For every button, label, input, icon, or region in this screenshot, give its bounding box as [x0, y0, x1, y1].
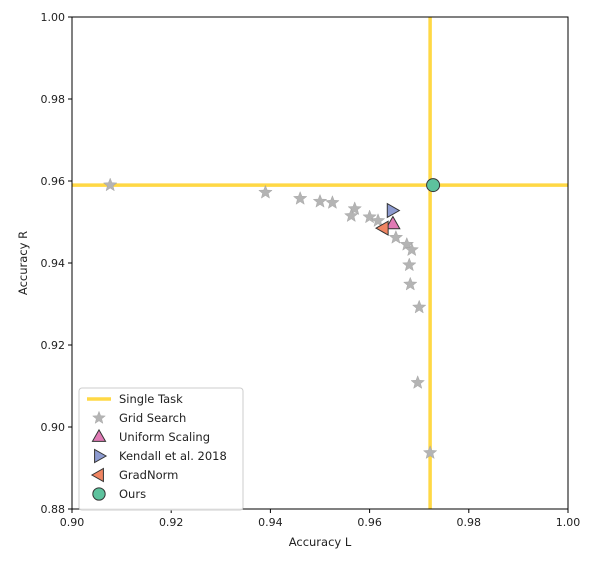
data-markers — [103, 177, 441, 459]
grid-search-point — [344, 208, 359, 222]
x-tick-label: 0.96 — [357, 516, 382, 529]
legend-gradnorm-label: GradNorm — [119, 468, 178, 482]
grid-search-point — [292, 191, 308, 205]
grid-search-point — [325, 195, 340, 209]
grid-search-point — [312, 193, 328, 208]
gradnorm-point — [374, 220, 389, 236]
grid-search-point — [103, 177, 118, 192]
axis-ticks: 0.90 0.92 0.94 0.96 0.98 1.000.880.900.920.94… — [41, 11, 581, 529]
y-tick-label: 0.88 — [41, 503, 66, 516]
grid-search-point — [410, 375, 425, 389]
grid-search-point — [422, 445, 438, 459]
grid-search-point — [403, 276, 418, 291]
x-axis-label: Accuracy L — [289, 535, 352, 549]
x-tick-label: 0.92 — [159, 516, 184, 529]
grid-search-point — [362, 209, 377, 224]
grid-search-point — [370, 213, 386, 227]
x-tick-label: 0.98 — [457, 516, 482, 529]
y-tick-label: 0.98 — [41, 93, 66, 106]
x-tick-label: 0.90 — [60, 516, 85, 529]
y-tick-label: 0.96 — [41, 175, 66, 188]
y-tick-label: 0.90 — [41, 421, 66, 434]
grid-search-point — [402, 257, 417, 272]
legend-grid-search-label: Grid Search — [119, 411, 186, 425]
legend-ours-label: Ours — [119, 487, 146, 501]
legend-grid-search-swatch — [92, 410, 106, 424]
single-task-lines — [72, 17, 568, 509]
grid-search-point — [258, 184, 273, 199]
x-tick-label: 0.94 — [258, 516, 283, 529]
legend-uniform-scaling-swatch — [91, 428, 107, 442]
y-tick-label: 0.92 — [41, 339, 66, 352]
legend-kendall-et-al-2018-label: Kendall et al. 2018 — [119, 449, 227, 463]
legend-gradnorm-swatch — [90, 467, 104, 483]
legend: Single Task Grid Search Uniform Scaling Ken… — [78, 387, 244, 511]
grid-search-point — [412, 299, 427, 314]
y-axis-label: Accuracy R — [16, 231, 30, 295]
y-tick-label: 1.00 — [41, 11, 66, 24]
ours-point — [426, 178, 441, 193]
grid-search-point — [388, 230, 404, 244]
uniform-scaling-point — [385, 215, 401, 230]
legend-uniform-scaling-label: Uniform Scaling — [119, 430, 210, 444]
legend-single-task-label: Single Task — [119, 392, 183, 406]
legend-kendall-et-al-2018-swatch — [94, 448, 108, 464]
y-tick-label: 0.94 — [41, 257, 66, 270]
grid-search-point — [404, 242, 419, 256]
kendall-et-al-2018-point — [386, 202, 401, 219]
legend-ours-swatch — [92, 487, 106, 501]
x-tick-label: 1.00 — [556, 516, 581, 529]
plot-frame — [71, 16, 569, 510]
legend-box — [78, 387, 244, 511]
grid-search-point — [347, 201, 362, 215]
